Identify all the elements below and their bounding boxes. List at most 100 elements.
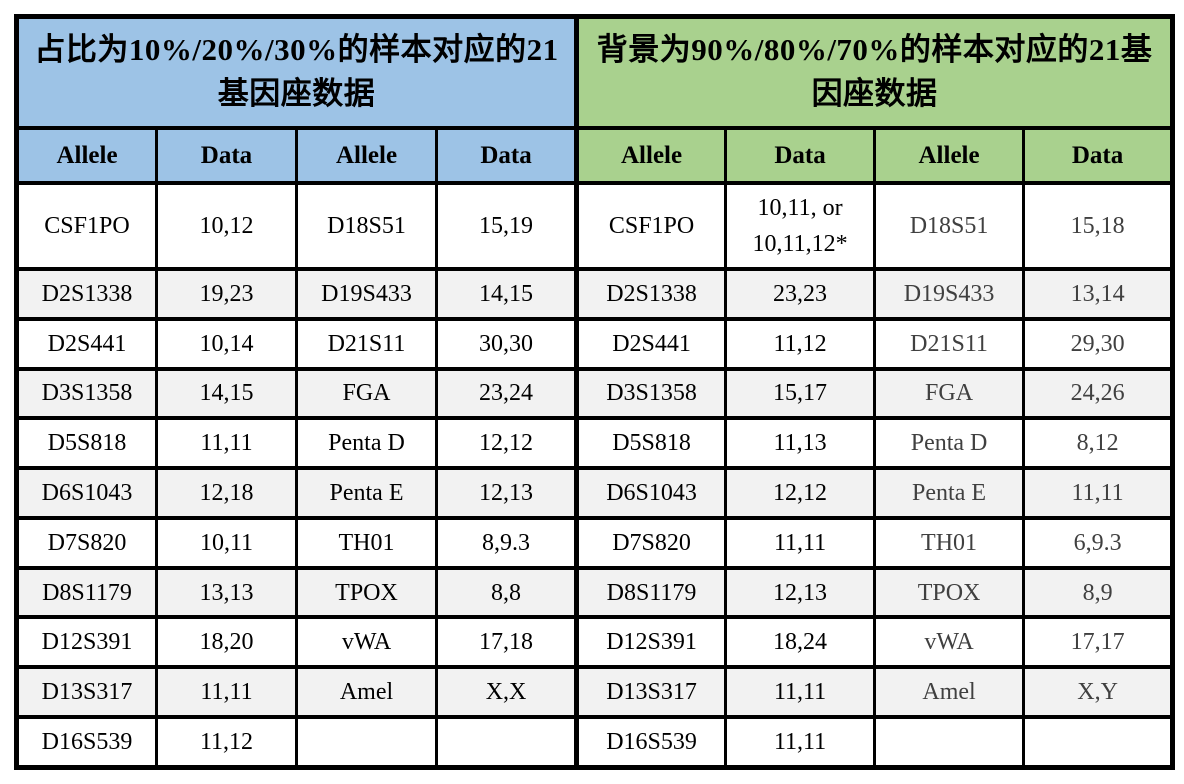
table-row: D16S539 11,12 D16S539 11,11 [15, 714, 1175, 770]
allele-cell: D16S539 [574, 714, 728, 770]
allele-cell: D6S1043 [574, 466, 728, 520]
data-cell: 11,11 [724, 515, 877, 570]
table-row: D12S391 18,20 vWA 17,18 D12S391 18,24 vWA 17,17 [15, 615, 1175, 670]
data-cell: 14,15 [434, 266, 579, 321]
allele-cell: D8S1179 [574, 565, 728, 620]
allele-cell [295, 714, 438, 770]
allele-cell: D2S1338 [15, 266, 158, 321]
data-cell: 11,11 [155, 665, 298, 719]
allele-cell: D8S1179 [15, 565, 158, 620]
allele-cell: D2S1338 [574, 266, 728, 321]
left-table-title: 占比为10%/20%/30%的样本对应的21基因座数据 [14, 14, 579, 130]
data-cell [434, 714, 579, 770]
data-cell: X,X [434, 665, 579, 719]
allele-cell: vWA [873, 615, 1026, 670]
allele-cell: D3S1358 [15, 366, 158, 421]
data-cell: 13,13 [155, 565, 298, 620]
data-cell: 10,11, or 10,11,12* [724, 180, 877, 271]
data-cell: 11,12 [155, 714, 298, 770]
data-cell: 30,30 [434, 316, 579, 371]
allele-cell: FGA [295, 366, 438, 421]
allele-cell: FGA [873, 366, 1026, 421]
column-header-allele-right-1: Allele [574, 125, 728, 185]
data-cell: 11,11 [724, 714, 877, 770]
allele-cell: D12S391 [574, 615, 728, 670]
data-cell: 11,11 [724, 665, 877, 719]
data-cell: 8,9 [1022, 565, 1175, 620]
table-row: D7S820 10,11 TH01 8,9.3 D7S820 11,11 TH01 6,9.3 [15, 515, 1175, 570]
table-row: D2S1338 19,23 D19S433 14,15 D2S1338 23,23 D19S… [15, 266, 1175, 321]
allele-cell: D18S51 [873, 180, 1026, 271]
column-header-data-left-4: Data [434, 125, 579, 185]
data-cell: 8,9.3 [434, 515, 579, 570]
data-cell: 10,14 [155, 316, 298, 371]
data-cell: 24,26 [1022, 366, 1175, 421]
column-header-data-right-4: Data [1022, 125, 1175, 185]
data-cell: 10,11 [155, 515, 298, 570]
allele-cell [873, 714, 1026, 770]
allele-cell: D7S820 [15, 515, 158, 570]
table-row: D3S1358 14,15 FGA 23,24 D3S1358 15,17 FGA 24,26 [15, 366, 1175, 421]
allele-cell: D13S317 [574, 665, 728, 719]
allele-cell: D5S818 [15, 416, 158, 471]
allele-cell: D12S391 [15, 615, 158, 670]
table-row: D5S818 11,11 Penta D 12,12 D5S818 11,13 Penta … [15, 416, 1175, 471]
allele-cell: Penta E [873, 466, 1026, 520]
allele-cell: D21S11 [295, 316, 438, 371]
allele-cell: TPOX [295, 565, 438, 620]
data-cell: 6,9.3 [1022, 515, 1175, 570]
data-cell: 11,13 [724, 416, 877, 471]
allele-cell: D18S51 [295, 180, 438, 271]
allele-cell: Penta D [873, 416, 1026, 471]
data-cell: 10,12 [155, 180, 298, 271]
allele-cell: Penta E [295, 466, 438, 520]
column-header-allele-right-3: Allele [873, 125, 1026, 185]
allele-cell: TH01 [873, 515, 1026, 570]
data-cell: 18,24 [724, 615, 877, 670]
allele-cell: Penta D [295, 416, 438, 471]
allele-cell: vWA [295, 615, 438, 670]
data-cell: 12,12 [724, 466, 877, 520]
column-header-allele-left-1: Allele [15, 125, 158, 185]
allele-cell: D7S820 [574, 515, 728, 570]
allele-cell: D3S1358 [574, 366, 728, 421]
allele-cell: D13S317 [15, 665, 158, 719]
data-cell: 14,15 [155, 366, 298, 421]
column-header-row: Allele Data Allele Data Allele Data Allele Data [15, 125, 1175, 185]
data-cell: 19,23 [155, 266, 298, 321]
allele-cell: CSF1PO [15, 180, 158, 271]
title-row: 占比为10%/20%/30%的样本对应的21基因座数据 背景为90%/80%/7… [14, 14, 1175, 130]
data-cell: 12,18 [155, 466, 298, 520]
genotype-loci-table: 占比为10%/20%/30%的样本对应的21基因座数据 背景为90%/80%/7… [14, 14, 1176, 770]
allele-cell: D2S441 [574, 316, 728, 371]
table-row: CSF1PO 10,12 D18S51 15,19 CSF1PO 10,11, or 10… [15, 180, 1175, 271]
allele-cell: D19S433 [873, 266, 1026, 321]
data-cell [1022, 714, 1175, 770]
allele-cell: Amel [295, 665, 438, 719]
allele-cell: D6S1043 [15, 466, 158, 520]
allele-cell: D16S539 [15, 714, 158, 770]
data-cell: 29,30 [1022, 316, 1175, 371]
data-cell: 8,8 [434, 565, 579, 620]
allele-cell: TPOX [873, 565, 1026, 620]
data-cell: 15,19 [434, 180, 579, 271]
table-row: D6S1043 12,18 Penta E 12,13 D6S1043 12,12 Pent… [15, 466, 1175, 520]
column-header-data-left-2: Data [155, 125, 298, 185]
allele-cell: D19S433 [295, 266, 438, 321]
data-cell: 15,18 [1022, 180, 1175, 271]
data-cell: 12,13 [434, 466, 579, 520]
allele-cell: D5S818 [574, 416, 728, 471]
allele-cell: TH01 [295, 515, 438, 570]
data-cell: 11,12 [724, 316, 877, 371]
allele-cell: D21S11 [873, 316, 1026, 371]
data-cell: 18,20 [155, 615, 298, 670]
data-cell: 17,18 [434, 615, 579, 670]
table-row: D2S441 10,14 D21S11 30,30 D2S441 11,12 D21S11 2… [15, 316, 1175, 371]
data-cell: 23,23 [724, 266, 877, 321]
data-cell: 12,13 [724, 565, 877, 620]
allele-cell: D2S441 [15, 316, 158, 371]
data-cell: 8,12 [1022, 416, 1175, 471]
data-cell: 23,24 [434, 366, 579, 421]
column-header-data-right-2: Data [724, 125, 877, 185]
